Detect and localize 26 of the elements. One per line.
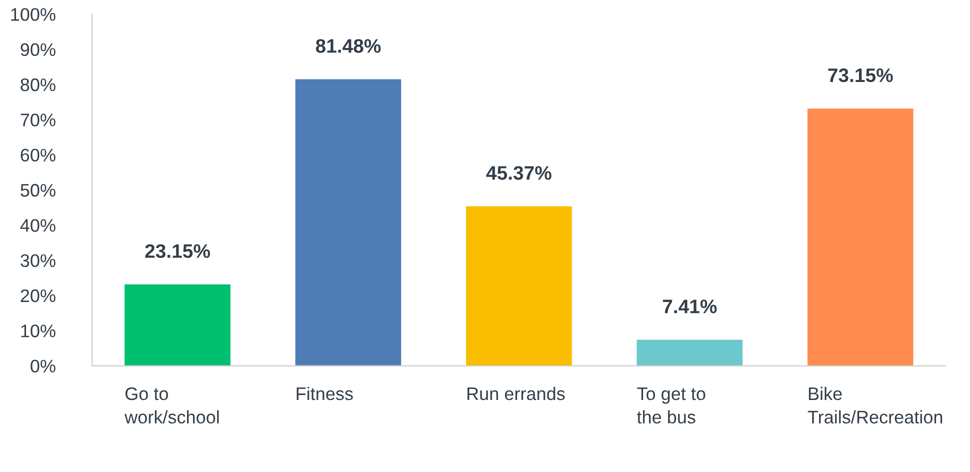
bar <box>295 79 402 366</box>
bar <box>124 284 230 366</box>
data-label: 7.41% <box>662 300 717 314</box>
data-label: 81.48% <box>316 39 381 53</box>
x-tick-label: Bike Trails/Recreation <box>808 386 942 424</box>
data-label: 23.15% <box>145 244 210 258</box>
bar <box>807 108 914 366</box>
x-tick-label: Go to work/school <box>124 387 219 424</box>
bar <box>636 340 743 366</box>
y-tick-label: 100% <box>11 8 56 21</box>
x-tick-label: Fitness <box>296 386 353 400</box>
y-tick-label: 0% <box>30 360 56 373</box>
x-tick-label: To get to the bus <box>637 388 706 424</box>
y-tick-label: 60% <box>20 148 56 162</box>
y-tick-label: 90% <box>20 43 56 56</box>
y-tick-label: 10% <box>21 324 56 338</box>
y-tick-label: 50% <box>20 184 56 197</box>
y-tick-label: 70% <box>20 114 56 126</box>
data-label: 45.37% <box>486 166 552 180</box>
y-tick-label: 20% <box>20 289 56 302</box>
y-tick-label: 80% <box>20 78 56 92</box>
y-tick-label: 40% <box>20 219 56 232</box>
bar <box>466 206 572 366</box>
y-tick-label: 30% <box>20 254 56 268</box>
x-tick-label: Run errands <box>468 386 565 400</box>
data-label: 73.15% <box>828 68 893 82</box>
